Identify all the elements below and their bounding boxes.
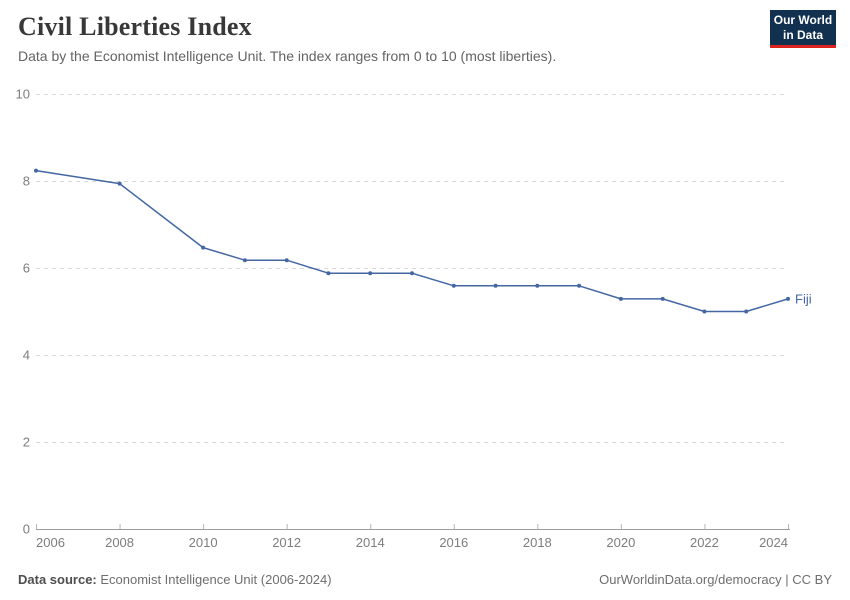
data-point[interactable] <box>326 271 331 276</box>
data-point[interactable] <box>618 296 623 301</box>
data-source-text: Economist Intelligence Unit (2006-2024) <box>96 572 332 587</box>
x-tick-label: 2024 <box>759 535 788 550</box>
y-tick-label: 8 <box>23 174 30 189</box>
data-source-note: Data source: Economist Intelligence Unit… <box>18 572 332 587</box>
x-tick-label: 2022 <box>690 535 719 550</box>
chart-header: Civil Liberties Index Data by the Econom… <box>18 11 556 64</box>
data-point[interactable] <box>744 309 749 314</box>
y-tick-label: 0 <box>23 522 30 537</box>
data-point[interactable] <box>242 258 247 263</box>
x-tick-label: 2020 <box>606 535 635 550</box>
x-tick-label: 2008 <box>105 535 134 550</box>
chart-subtitle: Data by the Economist Intelligence Unit.… <box>18 48 557 65</box>
data-point[interactable] <box>702 309 707 314</box>
data-point[interactable] <box>577 283 582 288</box>
owid-logo-line1: Our World <box>773 12 833 27</box>
data-point[interactable] <box>201 245 206 250</box>
y-tick-label: 4 <box>23 348 30 363</box>
series-line-fiji[interactable] <box>35 169 789 313</box>
data-point[interactable] <box>34 168 38 173</box>
series-label-fiji[interactable]: Fiji <box>795 291 812 306</box>
data-point[interactable] <box>284 258 289 263</box>
y-tick-label: 10 <box>16 87 30 102</box>
x-tick-label: 2006 <box>36 535 65 550</box>
page-title: Civil Liberties Index <box>18 12 252 41</box>
owid-logo-line2: in Data <box>782 27 823 42</box>
data-point[interactable] <box>535 283 540 288</box>
y-tick-label: 6 <box>23 261 30 276</box>
data-source-label: Data source: <box>18 572 97 587</box>
data-point[interactable] <box>451 283 456 288</box>
footer-license-link[interactable]: OurWorldinData.org/democracy | CC BY <box>599 572 832 587</box>
chart-footer: Data source: Economist Intelligence Unit… <box>18 572 832 587</box>
owid-logo[interactable]: Our World in Data <box>770 10 836 48</box>
x-tick-label: 2014 <box>356 535 385 550</box>
x-tick-label: 2016 <box>439 535 468 550</box>
data-point[interactable] <box>117 181 122 186</box>
x-tick-label: 2012 <box>272 535 301 550</box>
y-tick-label: 2 <box>23 435 30 450</box>
data-point[interactable] <box>368 271 373 276</box>
x-tick-label: 2010 <box>189 535 218 550</box>
data-point[interactable] <box>493 283 498 288</box>
data-point[interactable] <box>660 296 665 301</box>
data-point[interactable] <box>786 296 790 301</box>
data-point[interactable] <box>410 271 414 276</box>
x-tick-label: 2018 <box>523 535 552 550</box>
